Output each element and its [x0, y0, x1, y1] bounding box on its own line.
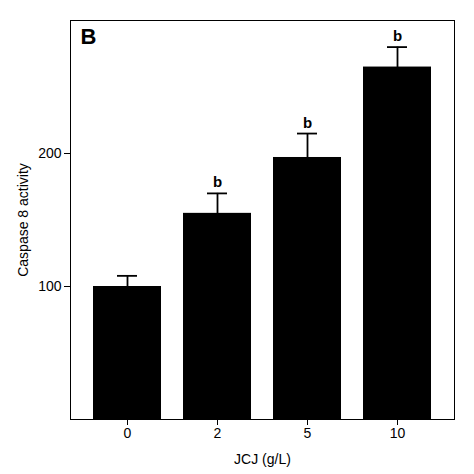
svg-text:b: b — [303, 114, 312, 131]
svg-text:b: b — [213, 173, 222, 190]
svg-text:0: 0 — [124, 425, 132, 441]
svg-text:B: B — [81, 24, 97, 49]
svg-text:b: b — [393, 27, 402, 44]
svg-text:JCJ (g/L): JCJ (g/L) — [234, 451, 291, 467]
svg-text:5: 5 — [304, 425, 312, 441]
svg-text:Caspase 8 activity: Caspase 8 activity — [15, 163, 31, 277]
svg-text:200: 200 — [38, 145, 62, 161]
svg-text:100: 100 — [38, 278, 62, 294]
svg-text:10: 10 — [390, 425, 406, 441]
svg-text:2: 2 — [214, 425, 222, 441]
